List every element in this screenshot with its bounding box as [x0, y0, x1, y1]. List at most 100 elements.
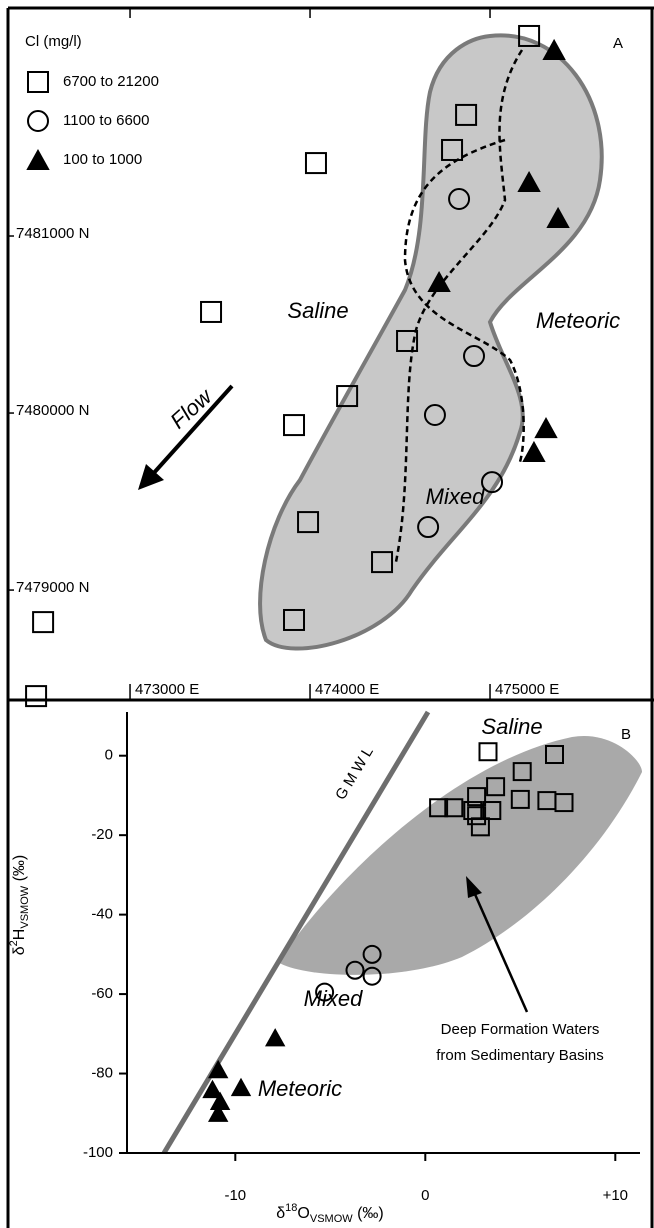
annotation: Meteoric [258, 1076, 342, 1101]
marker-circle [27, 110, 49, 132]
marker-circle [345, 960, 365, 980]
marker-square [200, 300, 223, 323]
note: from Sedimentary Basins [436, 1047, 604, 1064]
marker-triangle [427, 270, 451, 293]
marker-square [283, 608, 306, 631]
marker-circle [362, 966, 382, 986]
label-part: 18 [285, 1202, 297, 1214]
marker-triangle [26, 148, 50, 170]
marker-square [545, 745, 564, 765]
label-part: δ [11, 946, 28, 955]
marker-triangle [202, 1079, 223, 1099]
annotation: Flow [165, 383, 218, 434]
marker-circle [463, 345, 486, 368]
label-part: (‰) [353, 1205, 384, 1222]
x-label: δ18OVSMOW (‰) [276, 1202, 384, 1225]
annotation: Saline [481, 714, 542, 739]
marker-square [467, 806, 487, 826]
marker-square [336, 385, 359, 408]
marker-square [512, 762, 532, 782]
legend-title: Cl (mg/l) [25, 33, 82, 50]
marker-square [32, 611, 55, 634]
label-part: VSMOW [310, 1213, 353, 1225]
x-tick-label: -10 [224, 1187, 246, 1204]
x-tick-label: 475000 E [495, 681, 559, 698]
label-part: VSMOW [19, 885, 31, 928]
marker-square [444, 798, 464, 818]
marker-square [482, 801, 502, 821]
y-label: δ2HVSMOW (‰) [8, 855, 31, 955]
marker-circle [362, 944, 382, 964]
annotation: Mixed [304, 986, 363, 1011]
marker-square [283, 414, 306, 437]
gmwl-line [161, 710, 431, 1155]
marker-square [25, 685, 48, 708]
label-part: (‰) [11, 855, 28, 886]
marker-square [478, 742, 498, 762]
marker-square [518, 24, 541, 47]
y-tick-label: 7481000 N [16, 225, 89, 242]
annotation: GMWL [332, 740, 379, 802]
annotation: Meteoric [536, 308, 620, 333]
x-tick-label: 474000 E [315, 681, 379, 698]
label-part: H [11, 929, 28, 941]
y-tick-label: 7479000 N [16, 579, 89, 596]
annotation: Mixed [426, 484, 485, 509]
marker-circle [481, 471, 504, 494]
marker-square [396, 329, 419, 352]
marker-triangle [546, 206, 570, 228]
marker-triangle [517, 170, 541, 193]
marker-square [510, 789, 530, 809]
marker-square [371, 551, 394, 574]
note-arrow [472, 891, 529, 1013]
marker-square [486, 777, 506, 797]
flow-arrowhead [138, 464, 164, 490]
marker-square [304, 152, 327, 175]
marker-triangle [208, 1059, 229, 1079]
marker-circle [448, 188, 471, 211]
label-part: δ [276, 1205, 285, 1222]
marker-triangle [208, 1103, 229, 1122]
legend-label: 6700 to 21200 [63, 73, 159, 90]
marker-circle [417, 516, 440, 539]
marker-square [467, 787, 487, 807]
marker-square [470, 817, 490, 837]
deep-waters-field [278, 735, 642, 975]
label-part: O [297, 1205, 309, 1222]
x-tick-label: 0 [421, 1187, 429, 1204]
marker-triangle [230, 1077, 252, 1097]
y-tick-label: -60 [91, 985, 113, 1002]
label-part: 2 [8, 940, 20, 946]
marker-circle [423, 403, 446, 426]
note-arrowhead [466, 876, 482, 898]
marker-square [297, 511, 320, 534]
x-tick-label: +10 [603, 1187, 628, 1204]
marker-triangle [265, 1028, 286, 1047]
panel-label: A [613, 35, 623, 52]
marker-triangle [522, 440, 546, 462]
y-tick-label: 7480000 N [16, 402, 89, 419]
panel-label: B [621, 726, 631, 743]
y-tick-label: -40 [91, 906, 113, 923]
marker-square [441, 138, 464, 161]
marker-triangle [534, 417, 558, 439]
marker-circle [315, 982, 335, 1002]
marker-triangle [542, 38, 566, 60]
legend-label: 100 to 1000 [63, 151, 142, 168]
y-tick-label: 0 [105, 747, 113, 764]
y-tick-label: -20 [91, 826, 113, 843]
annotation: Saline [287, 298, 348, 323]
y-tick-label: -100 [83, 1144, 113, 1161]
boundary-dashed [403, 138, 525, 463]
marker-square [27, 71, 49, 93]
marker-square [429, 798, 449, 818]
marker-square [455, 103, 478, 126]
marker-square [537, 791, 557, 811]
note: Deep Formation Waters [441, 1021, 600, 1038]
boundary-dashed [394, 49, 524, 563]
flow-arrow [150, 384, 234, 477]
x-tick-label: 473000 E [135, 681, 199, 698]
aquifer-outline [258, 33, 604, 651]
y-tick-label: -80 [91, 1065, 113, 1082]
